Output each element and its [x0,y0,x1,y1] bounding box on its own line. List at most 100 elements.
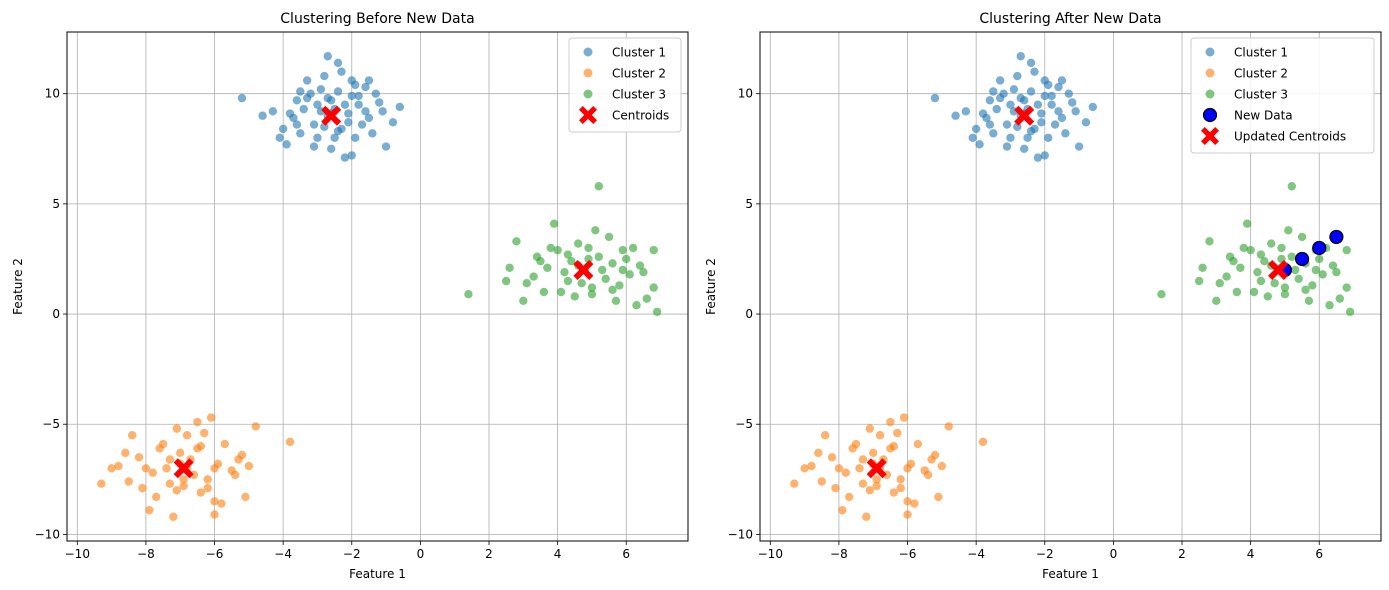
legend-label: Cluster 2 [612,67,666,81]
data-point [858,455,868,464]
data-point [875,431,885,440]
legend-label: Cluster 1 [1234,46,1288,60]
data-point [591,226,600,235]
data-point [563,250,573,259]
data-point [1047,91,1056,101]
data-point [155,444,164,453]
data-point [1205,237,1214,246]
x-tick-label: 4 [1247,547,1255,561]
y-tick-label: 0 [52,307,60,321]
x-tick-label: 2 [485,547,493,561]
data-point [872,481,881,491]
data-point [601,274,610,283]
new-data-point [1294,251,1310,267]
data-point [567,256,576,266]
data-point [292,120,302,129]
data-point [1057,113,1067,123]
data-point [820,431,830,440]
data-point [584,243,593,253]
data-point [1236,263,1245,272]
data-point [203,475,212,484]
data-point [309,120,319,129]
data-point [858,479,868,488]
data-point [584,254,593,264]
data-point [625,270,634,279]
data-point [145,505,154,515]
data-point [1328,261,1338,270]
data-point [234,455,243,464]
data-point [371,89,380,98]
data-point [296,129,305,138]
legend-box [1190,37,1375,154]
data-point [899,413,909,422]
data-point [217,499,226,508]
data-point [172,424,181,433]
data-point [536,256,545,266]
chart-panel-2: −10 −8 −6 −4 −2 0 2 4 6 −10 −5 0 5 10 Clustering After… [704,11,1382,581]
data-point [632,301,641,310]
legend-box [568,37,682,133]
data-point [529,272,538,281]
data-point [903,464,912,473]
x-tick-label: 0 [417,547,425,561]
data-point [642,294,652,303]
data-point [831,483,840,493]
data-point [978,437,988,447]
data-point [618,245,628,255]
data-point [344,109,353,118]
data-point [896,483,905,493]
data-point [574,239,583,248]
data-point [1294,274,1303,283]
legend-label: New Data [1234,109,1293,123]
data-point [978,109,988,118]
data-point [1304,296,1314,306]
data-point [1043,133,1053,142]
data-point [121,448,130,458]
data-point [1013,71,1022,81]
data-point [395,102,405,112]
new-data-point [1329,229,1344,245]
data-point [1212,296,1221,306]
data-point [97,479,106,488]
legend-label: Cluster 3 [612,88,666,102]
data-point [196,488,206,497]
data-point [1263,292,1272,301]
data-point [838,505,847,515]
data-point [934,492,943,502]
data-point [1026,58,1036,68]
data-point [1061,129,1070,138]
data-point [1318,270,1327,279]
data-point [340,153,350,162]
data-point [354,91,363,101]
data-point [326,144,336,153]
x-tick-label: −6 [206,547,224,561]
data-point [361,82,370,92]
data-point [608,285,617,295]
legend-marker [579,106,597,124]
data-point [364,76,374,85]
data-point [165,479,175,488]
data-point [546,243,555,253]
data-point [1040,91,1049,101]
data-point [652,307,662,317]
legend-marker [583,68,593,78]
plot-frame [759,31,1382,542]
data-point [1332,267,1341,277]
data-point [1284,226,1293,235]
data-point [1071,107,1080,116]
data-point [1242,219,1252,228]
data-point [615,281,624,290]
data-point [1229,256,1238,266]
data-point [1054,107,1063,116]
data-point [179,475,188,484]
data-point [1270,278,1279,288]
data-point [333,87,343,96]
data-point [196,442,206,451]
data-point [193,417,202,427]
data-point [1232,287,1242,297]
data-point [344,118,353,127]
data-point [1277,243,1286,253]
data-point [608,259,617,268]
data-point [543,263,552,272]
data-point [618,265,628,275]
